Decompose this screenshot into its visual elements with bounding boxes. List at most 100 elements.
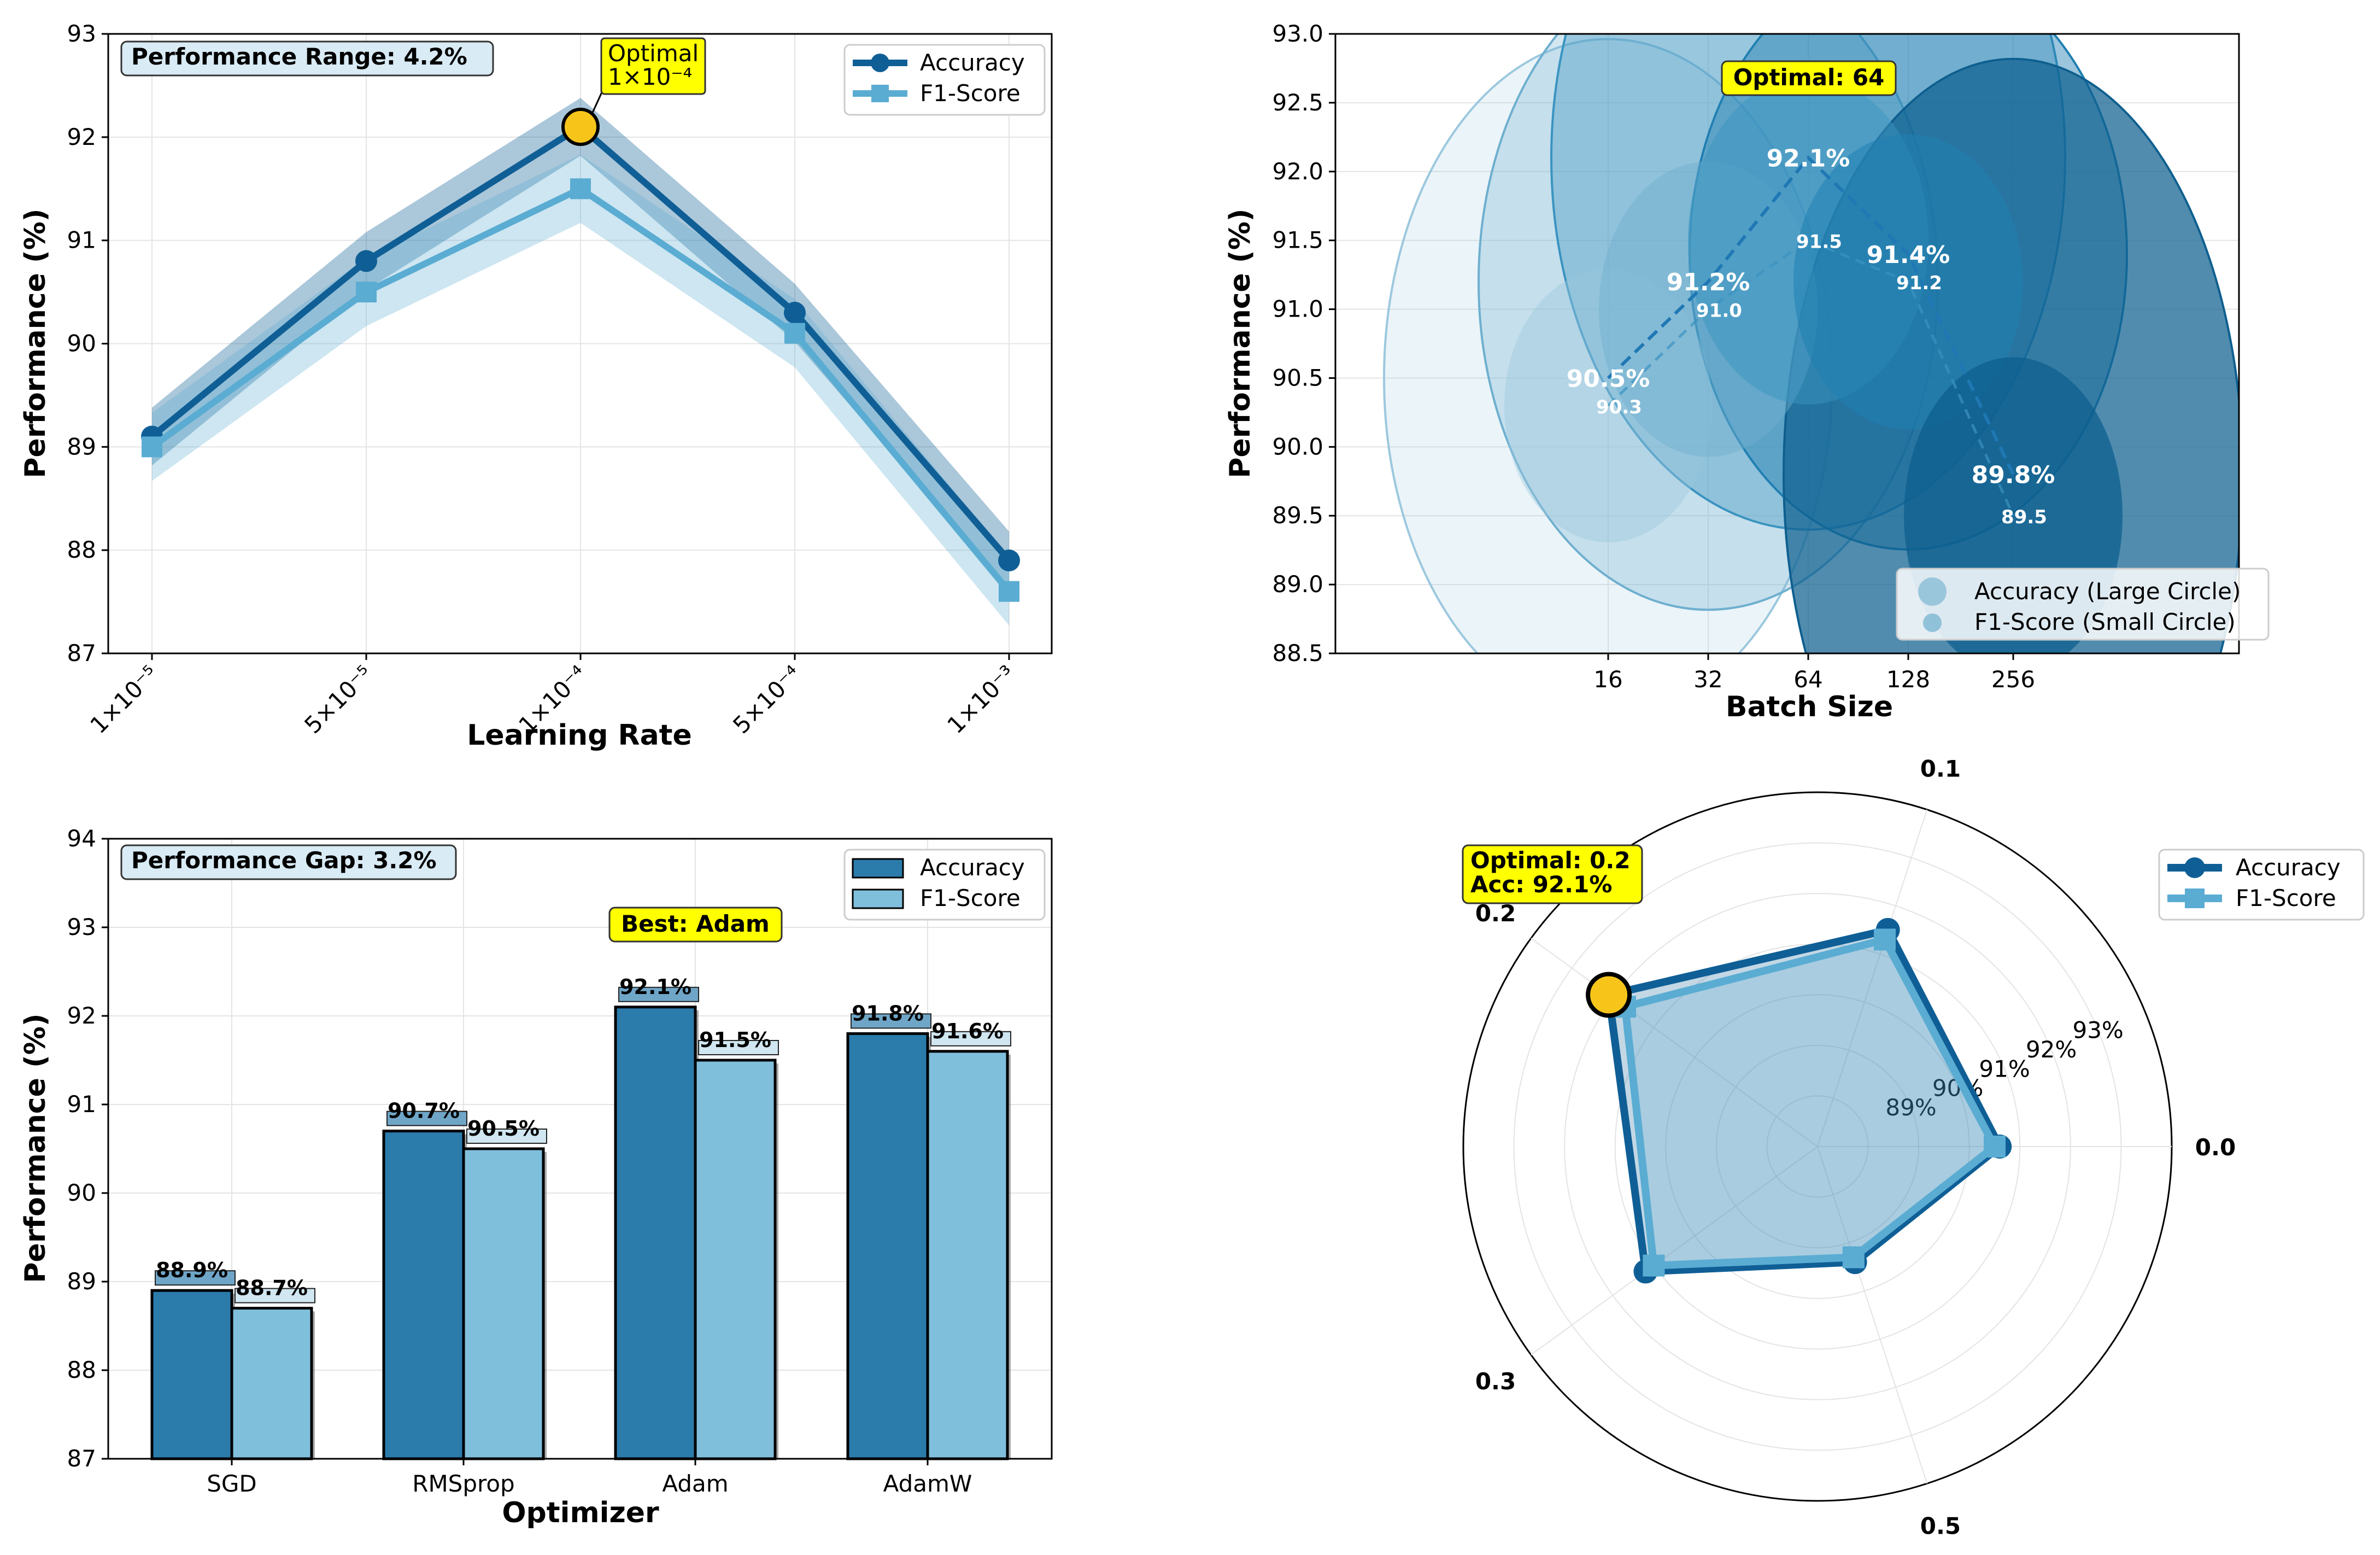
x-axis-label: Learning Rate — [467, 719, 692, 752]
angle-label: 0.0 — [2195, 1134, 2236, 1161]
bar-cap — [618, 986, 699, 1002]
accuracy-data-label: 91.2% — [1667, 268, 1750, 296]
range-annotation-box — [120, 40, 494, 77]
radial-tick-label: 91% — [1979, 1055, 2030, 1082]
bar-value-label: 91.8% — [852, 1001, 924, 1025]
f1-data-label: 91.2 — [1896, 272, 1942, 294]
optimizer-chart: 87 88 89 90 91 92 93 94 SGD RMSprop Adam AdamW 88.9%… — [19, 825, 1053, 1529]
y-tick-label: 93.0 — [1272, 20, 1323, 47]
legend-marker — [1923, 613, 1942, 632]
gap-annotation-box — [120, 844, 457, 880]
y-tick-label: 87 — [67, 1445, 96, 1472]
x-tick-label: 5×10⁻⁵ — [299, 660, 378, 739]
bar-cap — [386, 1110, 467, 1126]
accuracy-trend — [1607, 155, 2015, 475]
x-axis-label: Batch Size — [1726, 691, 1893, 723]
gap-annotation-text: Performance Gap: 3.2% — [131, 847, 437, 874]
y-tick-label: 90.0 — [1272, 433, 1323, 460]
bar-cap — [155, 1270, 236, 1286]
spoke — [1531, 938, 1818, 1147]
y-axis-label: Performance (%) — [19, 1013, 52, 1283]
optimal-marker — [561, 107, 600, 146]
dropout-radar-chart: 0.00.10.20.30.589%90%91%92%93%Optimal: 0… — [1462, 756, 2365, 1539]
legend-marker — [871, 85, 889, 102]
legend-marker — [2185, 888, 2205, 908]
y-tick-label: 93 — [67, 914, 96, 940]
bar-value-label: 90.5% — [467, 1116, 540, 1141]
legend-label: Accuracy (Large Circle) — [1974, 578, 2241, 605]
x-tick-label: 64 — [1793, 666, 1822, 693]
x-tick-label: SGD — [207, 1470, 257, 1497]
optimal-text: Optimal — [608, 40, 699, 67]
y-tick-label: 92.5 — [1272, 89, 1323, 116]
x-tick-label: 256 — [1991, 666, 2035, 693]
legend-label: Accuracy — [920, 854, 1025, 881]
bar-value-label: 88.7% — [236, 1276, 308, 1300]
y-tick-label: 91 — [67, 1091, 96, 1118]
best-text: Best: Adam — [621, 910, 770, 937]
f1-bar — [462, 1147, 545, 1460]
x-tick-label: Adam — [662, 1470, 728, 1497]
legend-label: Accuracy — [2236, 854, 2341, 881]
accuracy-data-label: 92.1% — [1767, 145, 1850, 173]
y-tick-label: 91 — [67, 227, 96, 254]
x-tick-label: 5×10⁻⁴ — [728, 660, 806, 739]
range-annotation-text: Performance Range: 4.2% — [131, 43, 467, 70]
legend-marker — [1918, 577, 1947, 606]
confidence-band — [152, 154, 1009, 626]
spoke — [1817, 1146, 1928, 1484]
y-tick-label: 90 — [67, 1179, 96, 1206]
bar-cap — [930, 1031, 1011, 1047]
y-tick-label: 87 — [67, 640, 96, 667]
radial-tick-label: 92% — [2026, 1036, 2077, 1063]
angle-label: 0.5 — [1920, 1512, 1961, 1539]
y-tick-label: 92 — [67, 124, 96, 150]
accuracy-data-label: 90.5% — [1567, 365, 1650, 393]
bar-cap — [851, 1013, 931, 1029]
legend-marker — [871, 54, 889, 72]
best-box — [608, 907, 783, 943]
y-tick-label: 90 — [67, 330, 96, 357]
bar-value-label: 91.6% — [931, 1019, 1004, 1043]
y-axis-label: Performance (%) — [19, 208, 52, 478]
legend-label: F1-Score — [920, 80, 1021, 107]
y-tick-label: 89 — [67, 433, 96, 460]
spoke — [1531, 1146, 1818, 1355]
f1-point — [570, 178, 591, 200]
y-tick-label: 92 — [67, 1002, 96, 1029]
confidence-band — [152, 98, 1009, 589]
y-tick-label: 89.5 — [1272, 502, 1323, 529]
learning-rate-chart: 87 88 89 90 91 92 93 1×10⁻⁵ 5×10⁻⁵ 1×10⁻⁴ 5×10⁻⁴ 1×… — [19, 20, 1053, 752]
y-tick-label: 91.0 — [1272, 296, 1323, 323]
y-axis-label: Performance (%) — [1224, 208, 1257, 478]
spoke — [1817, 809, 1928, 1147]
f1-data-label: 91.5 — [1796, 231, 1842, 253]
optimal-text: 1×10⁻⁴ — [608, 63, 692, 90]
accuracy-polygon — [1605, 926, 2004, 1276]
legend: Accuracy (Large Circle) F1-Score (Small C… — [1896, 568, 2270, 641]
batch-size-chart: 88.5 89.0 89.5 90.0 90.5 91.0 91.5 92.0 92.5 93.0… — [1224, 20, 2270, 723]
accuracy-bar — [150, 1289, 233, 1460]
legend-swatch — [852, 888, 904, 909]
x-tick-label: 32 — [1693, 666, 1722, 693]
optimal-text: Acc: 92.1% — [1470, 871, 1612, 898]
legend-marker — [2184, 857, 2205, 878]
f1-point — [999, 581, 1019, 602]
y-tick-label: 92.0 — [1272, 158, 1323, 185]
optimal-marker — [1586, 972, 1632, 1018]
f1-point — [356, 282, 377, 303]
f1-point — [142, 436, 162, 458]
optimal-text: Optimal: 0.2 — [1470, 847, 1631, 874]
bar-value-label: 90.7% — [388, 1099, 460, 1123]
bar-value-label: 88.9% — [156, 1258, 228, 1282]
y-tick-label: 88.5 — [1272, 640, 1323, 667]
accuracy-bar — [382, 1130, 465, 1460]
accuracy-point — [355, 250, 377, 272]
legend: Accuracy F1-Score — [843, 849, 1046, 921]
bar-cap — [466, 1129, 547, 1144]
bar-value-label: 91.5% — [699, 1028, 771, 1052]
bubbles — [1383, 34, 2239, 653]
x-tick-label: 1×10⁻⁵ — [85, 660, 163, 739]
f1-point — [1643, 1254, 1665, 1277]
